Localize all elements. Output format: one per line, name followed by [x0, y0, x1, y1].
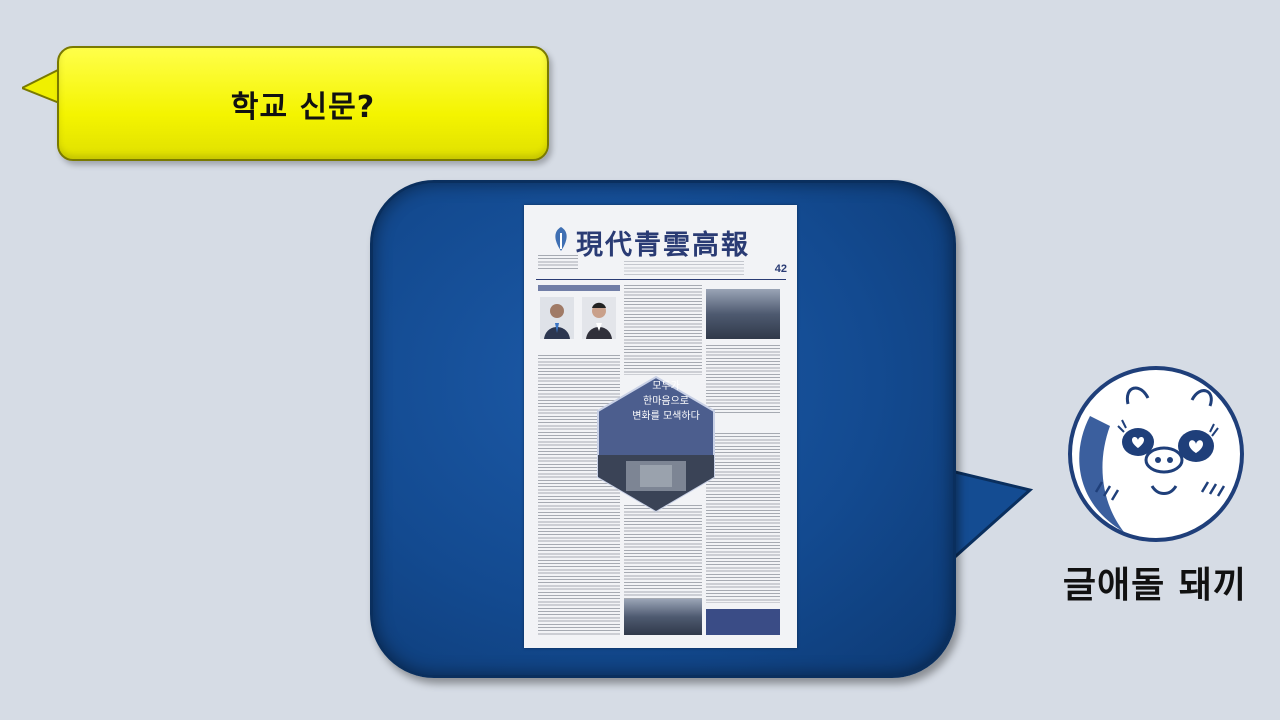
right-column-text-mid [706, 433, 780, 603]
school-newspaper: 現代青雲高報 42 [524, 205, 797, 648]
issue-number: 42 [774, 263, 787, 275]
school-logo-icon [555, 227, 567, 251]
right-column-text-top [706, 345, 780, 415]
middle-column-text-top [624, 285, 702, 375]
meeting-photo-bottom [624, 599, 702, 635]
character-name: 글애돌 돼끼 [1062, 565, 1248, 606]
newspaper-title: 現代青雲高報 [576, 230, 750, 261]
question-speech-bubble: 학교 신문? [57, 46, 549, 161]
left-column-text [538, 355, 620, 635]
masthead-subtext [538, 255, 578, 269]
newspaper-masthead: 現代青雲高報 [536, 221, 786, 261]
feature-callout: 모두가 한마음으로 변화를 모색하다 [628, 379, 704, 424]
callout-line-1: 모두가 [652, 381, 680, 392]
principal-photo [540, 297, 574, 339]
callout-line-2: 한마음으로 [643, 396, 689, 407]
masthead-rule [536, 279, 786, 280]
right-column-blue-box [706, 609, 780, 635]
masthead-info-text [624, 261, 744, 275]
callout-line-3: 변화를 모색하다 [632, 411, 700, 422]
pig-character-icon [1068, 366, 1244, 542]
question-text: 학교 신문? [230, 89, 376, 125]
feature-hexagon [597, 375, 715, 513]
interview-header-strip [538, 285, 620, 291]
student-photo [582, 297, 616, 339]
meeting-photo-top [706, 289, 780, 339]
